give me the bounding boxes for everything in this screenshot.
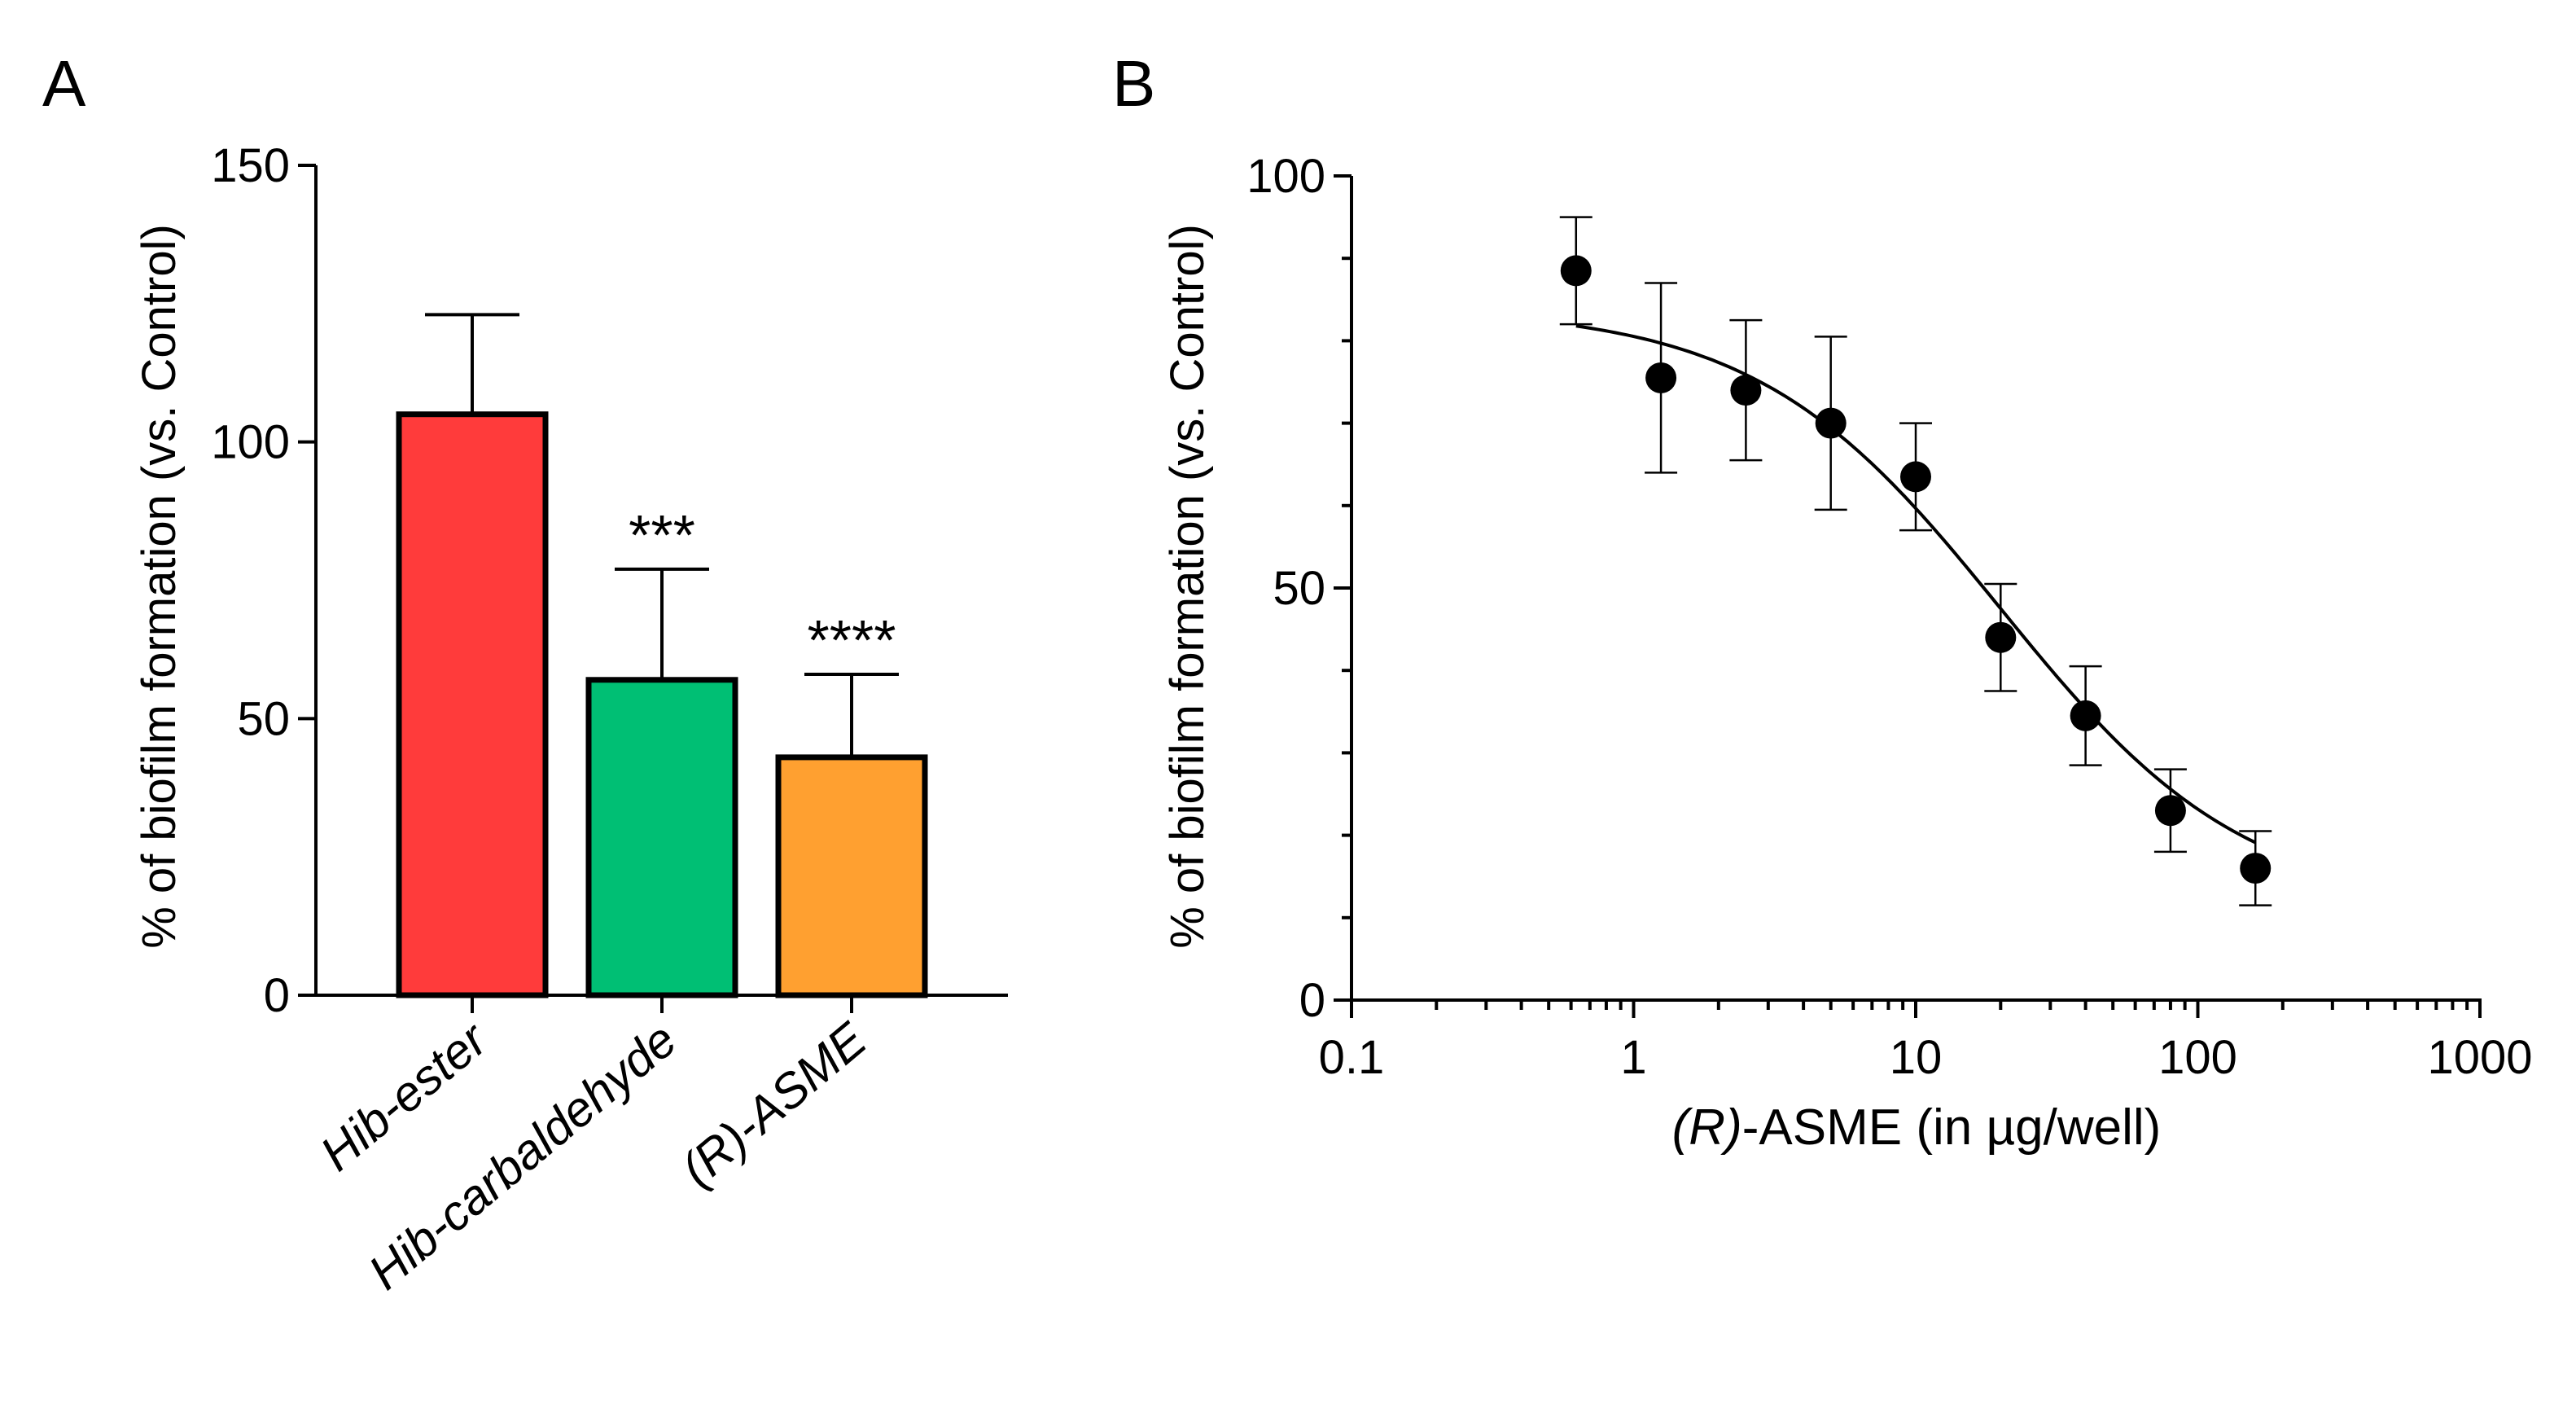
panel-b-data-point: [1730, 375, 1762, 406]
panel-b-x-tick-label: 1: [1620, 1031, 1646, 1084]
panel-a-category-label: Hib-carbaldehyde: [358, 1012, 686, 1301]
panel-a-y-tick-label: 50: [237, 692, 290, 745]
panel-b-x-axis-label-rest: -ASME (in µg/well): [1742, 1099, 2162, 1156]
panel-a-y-tick-label: 0: [264, 969, 290, 1022]
panel-b-x-axis-label-italic: (R): [1672, 1099, 1742, 1156]
panel-b-y-tick-label: 100: [1246, 150, 1325, 203]
panel-b-data-point: [2240, 853, 2272, 884]
panel-b-y-ticks: 0 50 100: [1246, 150, 1352, 1027]
panel-b-y-tick-label: 0: [1299, 974, 1325, 1027]
panel-b-x-tick-label: 10: [1890, 1031, 1943, 1084]
panel-b-data-points: [1559, 216, 2272, 906]
panel-b-x-tick-label: 0.1: [1319, 1031, 1385, 1084]
panel-b-data-point: [1815, 407, 1847, 439]
panel-a-bar-chart: A % of biofilm formation (vs. Control) 0…: [42, 47, 1008, 1300]
panel-a-bar: [585, 677, 738, 998]
panel-a-category-label: (R)-ASME: [671, 1011, 877, 1197]
panel-b-x-tick-label: 1000: [2427, 1031, 2532, 1084]
panel-a-bar: [396, 411, 549, 998]
panel-b-y-tick-label: 50: [1273, 562, 1325, 615]
panel-a-y-tick-label: 150: [211, 139, 290, 192]
panel-a-y-axis-label: % of biofilm formation (vs. Control): [133, 224, 186, 949]
panel-a-significance-label: ***: [629, 503, 695, 567]
panel-b-data-point: [2154, 795, 2186, 827]
panel-a-bar: [775, 754, 928, 998]
panel-a-category-label: Hib-ester: [310, 1011, 498, 1181]
panel-b-x-ticks: 0.1 1 10 100 1000: [1319, 1000, 2533, 1084]
panel-b-data-point: [2070, 700, 2101, 731]
panel-b-dose-response-chart: B % of biofilm formation (vs. Control) 0…: [1112, 47, 2533, 1156]
panel-b-x-axis-label: (R)-ASME (in µg/well): [1672, 1099, 2162, 1156]
panel-a-y-ticks: 0 50 100 150: [211, 139, 316, 1022]
panel-b-y-axis-label: % of biofilm formation (vs. Control): [1161, 224, 1214, 949]
panel-b-data-point: [1985, 621, 2017, 653]
panel-b-fit-curve: [1575, 324, 2257, 845]
panel-a-bars: *******: [396, 313, 928, 1013]
panel-b-x-tick-label: 100: [2158, 1031, 2237, 1084]
panel-label-b: B: [1112, 47, 1155, 120]
panel-label-a: A: [42, 47, 86, 120]
panel-b-data-point: [1645, 362, 1677, 393]
panel-a-significance-label: ****: [808, 608, 896, 672]
panel-a-y-tick-label: 100: [211, 416, 290, 469]
panel-b-data-point: [1900, 461, 1931, 493]
panel-b-data-point: [1560, 255, 1592, 287]
